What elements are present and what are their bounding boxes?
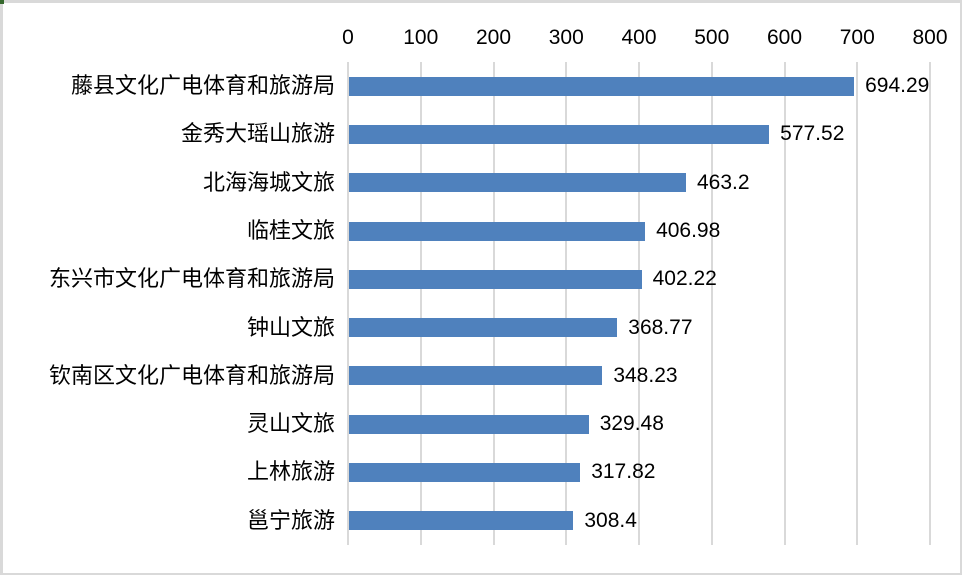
bar xyxy=(349,511,574,531)
x-tick-label: 300 xyxy=(548,26,584,49)
x-tick-label: 700 xyxy=(839,26,875,49)
gridline xyxy=(419,62,422,545)
x-tick-label: 100 xyxy=(403,26,439,49)
bar xyxy=(349,76,855,96)
bar xyxy=(349,173,686,193)
bar-row: 钦南区文化广电体育和旅游局 348.23 xyxy=(0,352,962,400)
category-label: 邕宁旅游 xyxy=(246,507,335,533)
category-label: 上林旅游 xyxy=(246,459,335,485)
category-label: 灵山文旅 xyxy=(246,411,335,437)
plot-area xyxy=(347,62,931,545)
value-label: 406.98 xyxy=(656,218,721,242)
selection-corner-mark xyxy=(0,0,4,4)
bar xyxy=(349,463,581,483)
x-tick-label: 500 xyxy=(694,26,730,49)
category-label: 北海海城文旅 xyxy=(202,169,335,195)
x-tick-label: 200 xyxy=(475,26,512,49)
value-label: 402.22 xyxy=(652,267,717,291)
bar xyxy=(349,366,603,386)
value-label: 317.82 xyxy=(591,460,656,484)
bar-row: 临桂文旅 406.98 xyxy=(0,207,962,255)
x-tick-label: 400 xyxy=(621,26,657,49)
bar-row: 钟山文旅 368.77 xyxy=(0,304,962,352)
category-label: 东兴市文化广电体育和旅游局 xyxy=(48,266,335,292)
gridline xyxy=(565,62,568,545)
gridline xyxy=(856,62,859,545)
category-label: 藤县文化广电体育和旅游局 xyxy=(70,73,335,98)
category-label: 钟山文旅 xyxy=(246,314,335,340)
value-label: 348.23 xyxy=(613,363,678,387)
category-label: 金秀大瑶山旅游 xyxy=(180,121,335,147)
value-label: 463.2 xyxy=(696,170,750,194)
category-label: 钦南区文化广电体育和旅游局 xyxy=(48,362,335,388)
bar-row: 上林旅游 317.82 xyxy=(0,448,962,496)
value-label: 329.48 xyxy=(599,412,664,436)
bar-row: 邕宁旅游 308.4 xyxy=(0,497,962,545)
bar xyxy=(349,414,589,434)
gridline xyxy=(492,62,495,545)
bar-row: 灵山文旅 329.48 xyxy=(0,400,962,448)
gridline xyxy=(929,62,931,545)
gridline xyxy=(638,62,640,545)
x-tick-label: 800 xyxy=(912,26,948,49)
value-label: 694.29 xyxy=(865,74,930,97)
bar xyxy=(349,221,646,241)
gridline xyxy=(347,62,349,545)
x-tick-label: 0 xyxy=(342,26,354,49)
value-label: 308.4 xyxy=(584,508,637,532)
gridline xyxy=(710,62,713,545)
bar-row: 金秀大瑶山旅游 577.52 xyxy=(0,110,962,158)
value-label: 577.52 xyxy=(780,122,845,146)
gridline xyxy=(783,62,786,545)
bar-row: 北海海城文旅 463.2 xyxy=(0,159,962,207)
bar xyxy=(349,318,618,338)
bar xyxy=(349,124,770,144)
category-label: 临桂文旅 xyxy=(246,217,335,243)
bar-row: 东兴市文化广电体育和旅游局 402.22 xyxy=(0,255,962,303)
x-tick-label: 600 xyxy=(766,26,803,49)
bar-row: 藤县文化广电体育和旅游局 694.29 xyxy=(0,62,962,110)
bar xyxy=(349,269,642,289)
value-label: 368.77 xyxy=(628,315,693,339)
